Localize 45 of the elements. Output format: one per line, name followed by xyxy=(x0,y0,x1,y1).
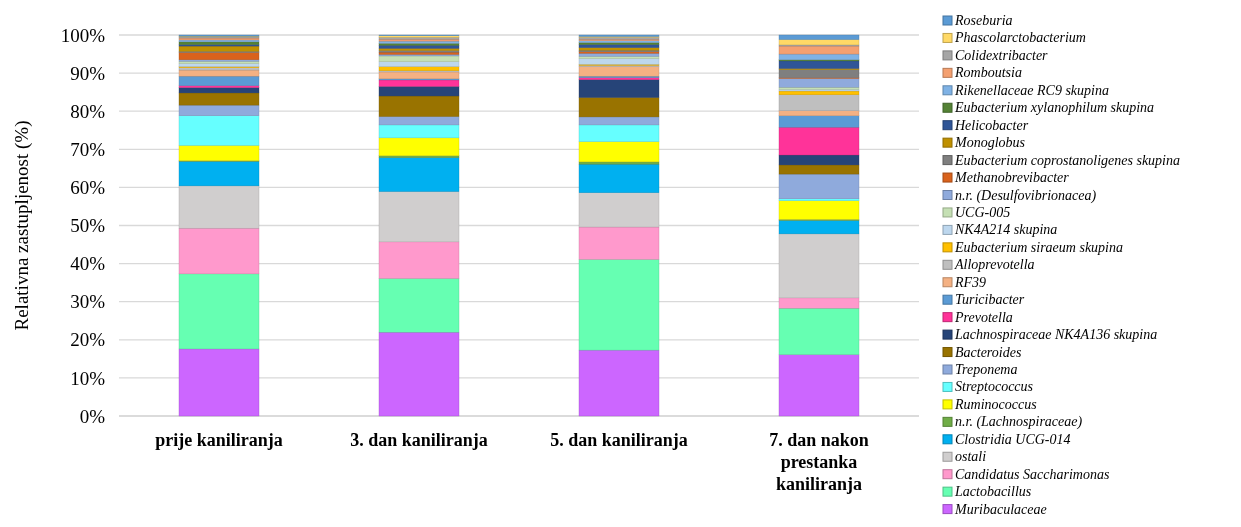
legend-label: ostali xyxy=(955,449,987,465)
y-tick-label: 30% xyxy=(70,291,106,313)
legend-label: UCG-005 xyxy=(955,204,1011,220)
y-tick-label: 60% xyxy=(70,177,106,199)
legend-label: NK4A214 skupina xyxy=(954,222,1058,238)
y-tick-label: 0% xyxy=(79,405,106,427)
legend-label: Eubacterium siraeum skupina xyxy=(954,239,1123,255)
legend-label: Monoglobus xyxy=(954,135,1026,151)
legend-label: Clostridia UCG-014 xyxy=(955,431,1071,447)
legend-label: Helicobacter xyxy=(954,117,1029,133)
legend-label: Methanobrevibacter xyxy=(954,170,1070,186)
y-tick-label: 80% xyxy=(70,100,106,122)
legend-label: Rikenellaceae RC9 skupina xyxy=(954,82,1109,98)
y-tick-label: 90% xyxy=(70,62,106,84)
y-axis-title: Relativna zastupljenost (%) xyxy=(11,120,33,331)
legend-label: Bacteroides xyxy=(955,344,1022,360)
y-tick-label: 100% xyxy=(60,24,106,46)
x-tick-label: 3. dan kaniliranja xyxy=(350,430,488,450)
y-tick-label: 40% xyxy=(70,253,106,275)
legend-label: Turicibacter xyxy=(955,292,1025,308)
legend-label: Candidatus Saccharimonas xyxy=(955,466,1110,482)
legend-label: Alloprevotella xyxy=(954,257,1035,273)
legend-label: Lactobacillus xyxy=(954,484,1032,500)
legend-label: Romboutsia xyxy=(954,65,1022,81)
legend-label: Roseburia xyxy=(954,13,1013,28)
legend-label: Ruminococcus xyxy=(954,396,1038,412)
x-tick-label: 5. dan kaniliranja xyxy=(550,430,688,450)
y-tick-label: 10% xyxy=(70,367,106,389)
legend-label: Muribaculaceae xyxy=(954,501,1047,517)
legend-label: RF39 xyxy=(954,274,987,290)
x-tick-label: 7. dan nakon prestanka kaniliranja xyxy=(769,430,869,494)
legend-label: Eubacterium xylanophilum skupina xyxy=(954,100,1155,116)
legend-label: n.r. (Lachnospiraceae) xyxy=(955,414,1083,431)
legend-label: Prevotella xyxy=(954,309,1013,325)
legend-label: n.r. (Desulfovibrionacea) xyxy=(955,187,1097,204)
legend-label: Phascolarctobacterium xyxy=(954,30,1086,46)
y-tick-label: 50% xyxy=(70,215,106,237)
legend-label: Lachnospiraceae NK4A136 skupina xyxy=(954,327,1158,343)
y-tick-label: 70% xyxy=(70,138,106,160)
legend-label: Treponema xyxy=(955,362,1018,377)
x-tick-label: prije kaniliranja xyxy=(155,430,283,450)
legend-label: Eubacterium coprostanoligenes skupina xyxy=(954,152,1181,168)
legend-label: Colidextribacter xyxy=(955,47,1049,63)
legend-label: Streptococcus xyxy=(955,379,1034,395)
y-tick-label: 20% xyxy=(70,329,106,351)
